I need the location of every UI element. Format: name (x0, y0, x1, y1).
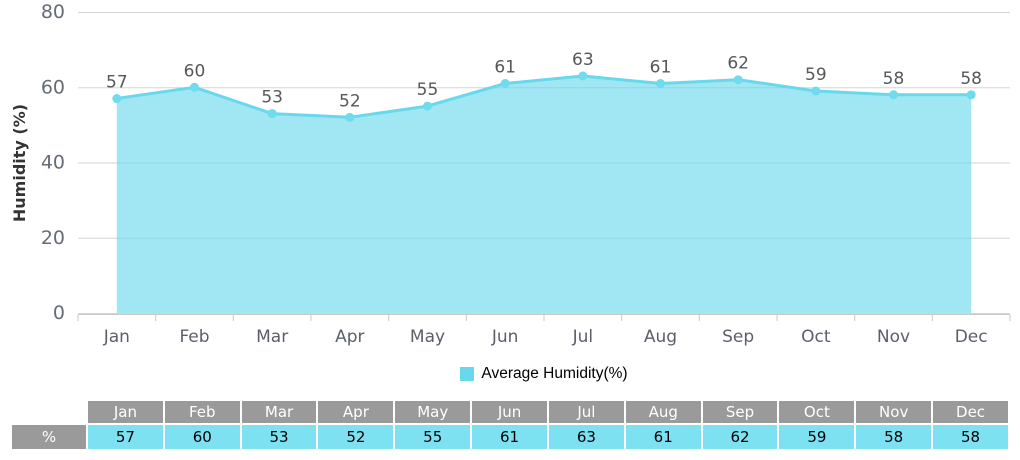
data-point-marker (500, 78, 510, 88)
humidity-table-wrap: Jan Feb Mar Apr May Jun Jul Aug Sep Oct Nov Dec% 57 6… (10, 399, 1010, 451)
month-header-cell: Jan (88, 401, 163, 423)
data-point-value-label: 52 (339, 91, 361, 111)
data-point-value-label: 57 (106, 73, 128, 93)
data-point-marker (345, 112, 355, 122)
table-header-row: Jan Feb Mar Apr May Jun Jul Aug Sep Oct Nov Dec (12, 401, 1008, 423)
y-axis-tick-label: 20 (41, 227, 65, 249)
humidity-value-cell: 61 (472, 425, 547, 449)
humidity-value-cell: 55 (395, 425, 471, 449)
month-header-cell: Jun (472, 401, 547, 423)
data-point-marker (811, 86, 821, 96)
x-axis-month-label: Jul (572, 327, 594, 347)
y-axis-tick-label: 60 (41, 76, 65, 98)
data-point-value-label: 63 (572, 50, 594, 70)
x-axis-month-label: Apr (335, 327, 364, 347)
month-header-cell: Jul (548, 401, 624, 423)
humidity-value-cell: 58 (856, 425, 932, 449)
x-axis-month-label: Feb (179, 327, 209, 347)
x-axis-month-label: Jun (491, 327, 519, 347)
row-label-cell: % (12, 425, 86, 449)
humidity-area-chart: 0 20 40 60 80 Humidity (%) 57 60 53 52 55 61 63 61 62 5… (10, 1, 1011, 347)
data-point-value-label: 60 (184, 61, 206, 81)
data-point-value-label: 55 (417, 80, 439, 100)
data-point-value-label: 61 (650, 57, 672, 77)
series-line (115, 74, 973, 119)
x-axis-month-label: Aug (644, 327, 677, 347)
month-header-cell: Dec (933, 401, 1008, 423)
series-area-fill (116, 76, 972, 313)
x-axis-month-label: May (410, 327, 445, 347)
x-axis-month-label: Jan (103, 327, 130, 347)
data-point-value-label: 59 (805, 65, 827, 85)
humidity-value-cell: 61 (625, 425, 701, 449)
data-point-value-label: 58 (883, 69, 905, 89)
table-value-row: % 57 60 53 52 55 61 63 61 62 59 58 58 (12, 425, 1008, 449)
month-header-cell: Mar (241, 401, 317, 423)
data-point-marker (656, 78, 665, 88)
data-point-value-label: 62 (727, 54, 749, 74)
table-corner-cell (12, 401, 86, 423)
data-point-marker (966, 90, 976, 100)
data-point-marker (423, 101, 432, 111)
month-header-cell: Apr (318, 401, 394, 423)
legend-label: Average Humidity(%) (481, 365, 628, 382)
month-header-cell: Aug (625, 401, 701, 423)
data-point-marker (112, 94, 122, 104)
humidity-value-cell: 58 (933, 425, 1008, 449)
humidity-value-cell: 53 (241, 425, 317, 449)
x-axis-month-label: Oct (801, 327, 831, 347)
month-header-cell: Nov (856, 401, 932, 423)
y-axis-tick-label: 40 (41, 152, 65, 174)
humidity-value-cell: 63 (548, 425, 624, 449)
humidity-value-cell: 59 (779, 425, 855, 449)
month-header-cell: May (395, 401, 471, 423)
data-point-value-label: 53 (261, 88, 283, 108)
chart-legend[interactable]: Average Humidity(%) (78, 362, 1010, 386)
x-axis-month-label: Mar (256, 327, 288, 347)
x-axis-month-label: Sep (722, 327, 754, 347)
data-point-marker (190, 82, 199, 92)
data-point-value-label: 58 (960, 69, 982, 89)
data-point-marker (267, 109, 277, 119)
humidity-value-cell: 52 (318, 425, 394, 449)
data-point-value-label: 61 (494, 57, 516, 77)
legend-swatch-icon (460, 367, 475, 381)
y-axis-title: Humidity (%) (10, 104, 29, 222)
x-axis-month-label: Nov (877, 327, 910, 347)
humidity-value-cell: 60 (164, 425, 240, 449)
month-header-cell: Oct (779, 401, 855, 423)
humidity-value-cell: 57 (88, 425, 163, 449)
month-header-cell: Feb (164, 401, 240, 423)
data-point-marker (578, 71, 588, 81)
humidity-table: Jan Feb Mar Apr May Jun Jul Aug Sep Oct Nov Dec% 57 6… (10, 399, 1010, 451)
month-header-cell: Sep (702, 401, 778, 423)
data-point-marker (733, 75, 743, 85)
data-point-marker (889, 90, 898, 100)
humidity-value-cell: 62 (702, 425, 778, 449)
y-axis-tick-label: 0 (53, 302, 65, 324)
x-axis-month-label: Dec (955, 327, 988, 347)
y-axis-tick-label: 80 (41, 1, 65, 23)
